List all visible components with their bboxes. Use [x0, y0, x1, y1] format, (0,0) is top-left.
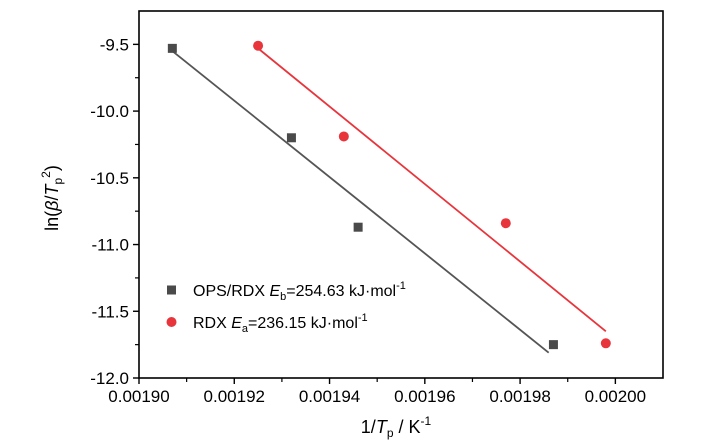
x-tick-label: 0.00192 — [204, 387, 265, 406]
data-point-ops-rdx — [548, 340, 558, 350]
x-axis-title: 1/Tp / K-1 — [361, 414, 432, 440]
legend-label-ops-rdx: OPS/RDX Eb=254.63 kJ·mol-1 — [193, 280, 406, 303]
y-tick-label: -11.0 — [92, 236, 130, 255]
y-tick-label: -12.0 — [90, 369, 129, 388]
axis-titles: 1/Tp / K-1 ln(β/Tp2) — [39, 165, 432, 440]
legend: OPS/RDX Eb=254.63 kJ·mol-1 RDX Ea=236.15 … — [166, 280, 406, 335]
y-tick-label: -11.5 — [92, 302, 130, 321]
x-tick-label: 0.00198 — [489, 387, 550, 406]
x-tick-label: 0.00200 — [585, 387, 646, 406]
legend-marker-rdx — [166, 317, 177, 327]
data-point-rdx — [253, 40, 264, 51]
plot-area — [138, 10, 664, 379]
y-tick-label: -10.0 — [90, 102, 129, 121]
y-axis-title: ln(β/Tp2) — [39, 165, 65, 231]
data-point-ops-rdx — [167, 43, 177, 53]
data-point-rdx — [600, 338, 611, 349]
data-point-ops-rdx — [353, 222, 363, 232]
data-point-ops-rdx — [286, 133, 296, 143]
fit-line-rdx — [257, 47, 607, 332]
data-point-rdx — [500, 218, 511, 229]
legend-marker-ops-rdx — [167, 285, 176, 295]
y-tick-label: -10.5 — [90, 169, 129, 188]
plot-frame — [138, 10, 664, 379]
fit-line-ops-rdx — [171, 50, 550, 354]
x-tick-label: 0.00194 — [299, 387, 360, 406]
data-point-rdx — [338, 131, 349, 142]
x-tick-label: 0.00196 — [394, 387, 455, 406]
data-marks — [167, 40, 611, 354]
y-tick-label: -9.5 — [100, 35, 129, 54]
axes: 0.00190 0.00192 0.00194 0.00196 0.00198 0.002… — [90, 35, 646, 406]
legend-label-rdx: RDX Ea=236.15 kJ·mol-1 — [193, 312, 368, 335]
x-tick-label: 0.00190 — [108, 387, 169, 406]
